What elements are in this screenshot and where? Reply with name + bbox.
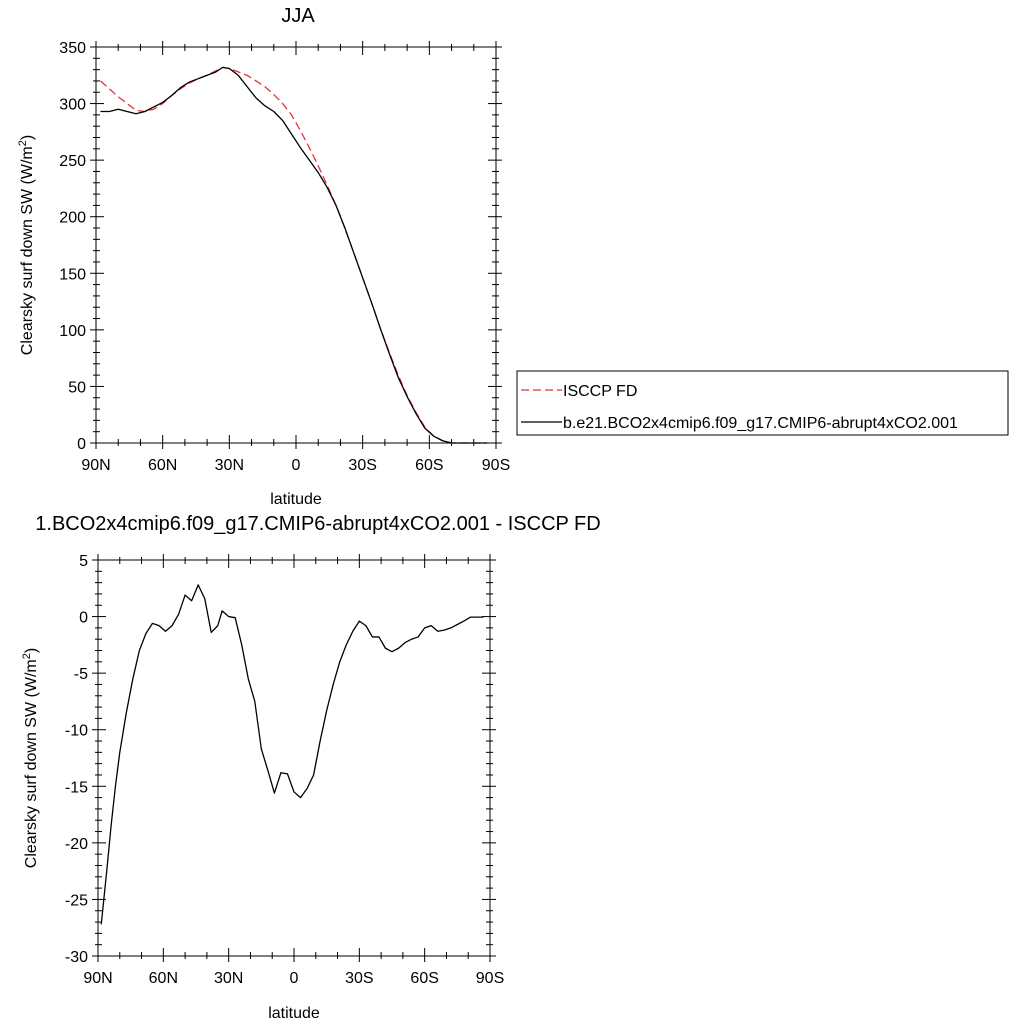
x-tick-label: 90S <box>482 457 510 474</box>
x-tick-label: 30N <box>214 970 243 987</box>
y-tick-label: 150 <box>59 266 86 283</box>
bottom-y-axis-label: Clearsky surf down SW (W/m2) <box>21 648 40 868</box>
x-tick-label: 60N <box>148 457 177 474</box>
x-tick-label: 0 <box>290 970 299 987</box>
legend: ISCCP FD b.e21.BCO2x4cmip6.f09_g17.CMIP6… <box>516 370 1009 436</box>
top-y-axis-label-base: Clearsky surf down SW (W/m <box>19 146 36 355</box>
y-tick-label: 0 <box>79 610 88 627</box>
y-tick-label: 350 <box>59 40 86 57</box>
bottom-plot-frame <box>97 559 491 957</box>
top-series-line-isccp <box>100 66 488 444</box>
x-tick-label: 0 <box>292 457 301 474</box>
y-tick-label: 50 <box>68 379 86 396</box>
legend-label-isccp: ISCCP FD <box>563 383 637 400</box>
x-tick-label: 30N <box>215 457 244 474</box>
x-tick-label: 30S <box>348 457 376 474</box>
y-tick-label: 0 <box>77 436 86 453</box>
y-tick-label: -15 <box>65 779 88 796</box>
top-series-line-model <box>100 66 488 444</box>
x-tick-label: 60S <box>415 457 443 474</box>
legend-label-model: b.e21.BCO2x4cmip6.f09_g17.CMIP6-abrupt4x… <box>563 415 958 432</box>
y-tick-label: 100 <box>59 323 86 340</box>
bottom-y-axis-label-end: ) <box>23 648 40 653</box>
y-tick-label: 300 <box>59 97 86 114</box>
y-tick-label: 5 <box>79 553 88 570</box>
top-x-axis-label: latitude <box>270 491 322 508</box>
top-y-axis-label-sup: 2 <box>17 140 29 146</box>
bottom-x-axis-label: latitude <box>268 1005 320 1022</box>
top-plot-frame <box>95 46 497 444</box>
bottom-series-line-model <box>100 584 484 925</box>
x-tick-label: 90N <box>81 457 110 474</box>
x-tick-label: 30S <box>345 970 373 987</box>
y-tick-label: 200 <box>59 210 86 227</box>
x-tick-label: 90S <box>476 970 504 987</box>
bottom-plot-title: 1.BCO2x4cmip6.f09_g17.CMIP6-abrupt4xCO2.… <box>35 513 600 535</box>
y-tick-label: -20 <box>65 836 88 853</box>
top-y-axis-label-end: ) <box>19 135 36 140</box>
x-tick-label: 60S <box>410 970 438 987</box>
top-plot: JJA 90N 60N 30N 0 30S 60S 90S 0 50 100 150 200 250 30… <box>17 5 510 508</box>
x-tick-label: 90N <box>83 970 112 987</box>
x-tick-label: 60N <box>149 970 178 987</box>
bottom-plot: 1.BCO2x4cmip6.f09_g17.CMIP6-abrupt4xCO2.… <box>21 513 601 1022</box>
y-tick-label: -5 <box>74 666 88 683</box>
y-tick-label: -25 <box>65 892 88 909</box>
y-tick-label: 250 <box>59 153 86 170</box>
legend-box <box>516 370 1009 436</box>
bottom-y-axis-label-base: Clearsky surf down SW (W/m <box>23 659 40 868</box>
y-tick-label: -10 <box>65 723 88 740</box>
y-tick-label: -30 <box>65 949 88 966</box>
top-y-axis-label: Clearsky surf down SW (W/m2) <box>17 135 36 355</box>
bottom-y-axis-label-sup: 2 <box>21 653 33 659</box>
top-plot-title: JJA <box>281 5 315 27</box>
